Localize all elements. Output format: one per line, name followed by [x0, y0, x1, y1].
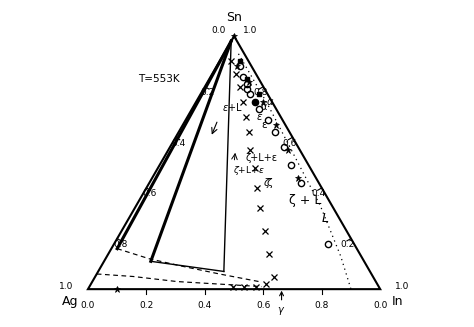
Text: L: L — [321, 212, 328, 225]
Text: $\gamma$: $\gamma$ — [277, 292, 286, 318]
Text: 0.6: 0.6 — [283, 139, 297, 148]
Text: 1.0: 1.0 — [243, 26, 257, 35]
Text: α: α — [260, 102, 267, 112]
Text: $\zeta$: $\zeta$ — [263, 176, 272, 190]
Text: 1.0: 1.0 — [59, 282, 73, 291]
Text: T=553K: T=553K — [137, 74, 179, 84]
Text: 0.6: 0.6 — [256, 301, 271, 310]
Text: $\varepsilon$+L: $\varepsilon$+L — [222, 101, 243, 113]
Text: 0.6: 0.6 — [142, 189, 156, 198]
Text: 0.4: 0.4 — [311, 189, 326, 198]
Text: 0.2: 0.2 — [139, 301, 154, 310]
Text: 1.0: 1.0 — [395, 282, 409, 291]
Text: ε: ε — [262, 120, 267, 130]
Text: 0.4: 0.4 — [198, 301, 212, 310]
Text: $\varepsilon$: $\varepsilon$ — [256, 112, 263, 122]
Text: Ag: Ag — [62, 295, 79, 308]
Text: 0.2: 0.2 — [201, 88, 215, 97]
Text: Sn: Sn — [226, 11, 242, 25]
Text: $\zeta$+L+$\varepsilon$: $\zeta$+L+$\varepsilon$ — [233, 164, 264, 177]
Text: 0.8: 0.8 — [315, 301, 329, 310]
Text: 0.0: 0.0 — [211, 26, 225, 35]
Text: 0.8: 0.8 — [113, 240, 128, 249]
Text: 0.8: 0.8 — [253, 88, 267, 97]
Text: ζ + L: ζ + L — [290, 194, 322, 207]
Text: 0.2: 0.2 — [341, 240, 355, 249]
Text: ζ: ζ — [266, 178, 272, 188]
Text: In: In — [392, 295, 403, 308]
Text: 0.0: 0.0 — [81, 301, 95, 310]
Text: 0.4: 0.4 — [172, 139, 186, 148]
Text: ζ+L+ε: ζ+L+ε — [246, 153, 278, 163]
Text: $\alpha$: $\alpha$ — [266, 97, 274, 107]
Text: 0.0: 0.0 — [373, 301, 387, 310]
